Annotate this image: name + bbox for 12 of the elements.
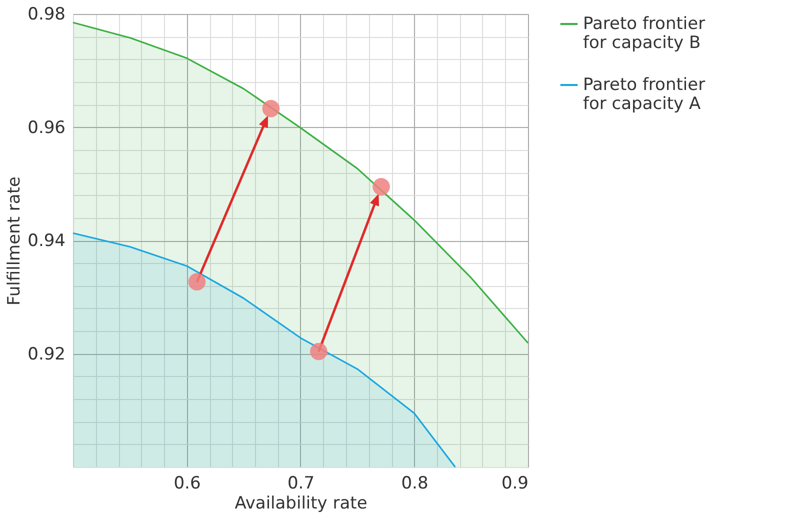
legend-label: Pareto frontier for capacity A bbox=[583, 75, 706, 114]
y-tick-label: 0.92 bbox=[28, 344, 66, 364]
x-tick-label: 0.7 bbox=[287, 474, 315, 494]
x-tick-label: 0.8 bbox=[401, 474, 428, 494]
x-tick-label: 0.9 bbox=[501, 474, 528, 494]
y-axis-title: Fulfillment rate bbox=[4, 176, 25, 306]
legend-label: Pareto frontier for capacity B bbox=[583, 14, 706, 53]
y-tick-label: 0.96 bbox=[28, 118, 66, 138]
y-tick-label: 0.94 bbox=[28, 231, 66, 251]
y-tick-label: 0.98 bbox=[28, 4, 66, 24]
x-axis-title: Availability rate bbox=[234, 494, 368, 514]
x-tick-label: 0.6 bbox=[174, 474, 201, 494]
